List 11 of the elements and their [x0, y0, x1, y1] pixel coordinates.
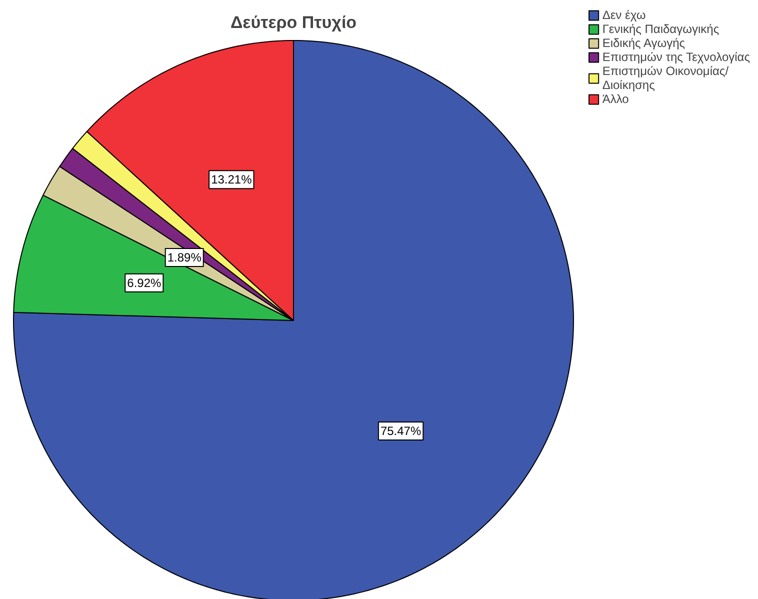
data-label: 6.92%: [127, 276, 162, 290]
data-label: 75.47%: [380, 424, 422, 438]
legend-label: Άλλο: [602, 92, 629, 106]
data-label: 13.21%: [211, 172, 252, 187]
legend-label: Γενικής Παιδαγωγικής: [602, 22, 720, 36]
legend-label: Δεν έχω: [602, 8, 646, 22]
data-label: 1.89%: [167, 250, 202, 265]
legend-label: Επιστημών της Τεχνολογίας: [602, 50, 750, 64]
chart-title: Δεύτερο Πτυχίο: [230, 13, 357, 32]
legend-label: Ειδικής Αγωγής: [602, 36, 686, 50]
legend-label: Επιστημών Οικονομίας/ Διοίκησης: [602, 64, 729, 92]
